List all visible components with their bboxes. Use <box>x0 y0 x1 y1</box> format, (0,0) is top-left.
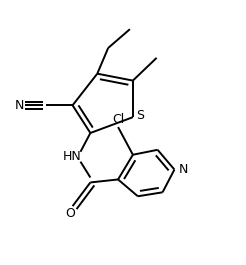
Text: S: S <box>136 109 144 122</box>
Text: N: N <box>179 163 188 176</box>
Text: O: O <box>66 207 76 220</box>
Text: HN: HN <box>63 150 82 163</box>
Text: N: N <box>15 99 24 112</box>
Text: Cl: Cl <box>112 113 124 126</box>
